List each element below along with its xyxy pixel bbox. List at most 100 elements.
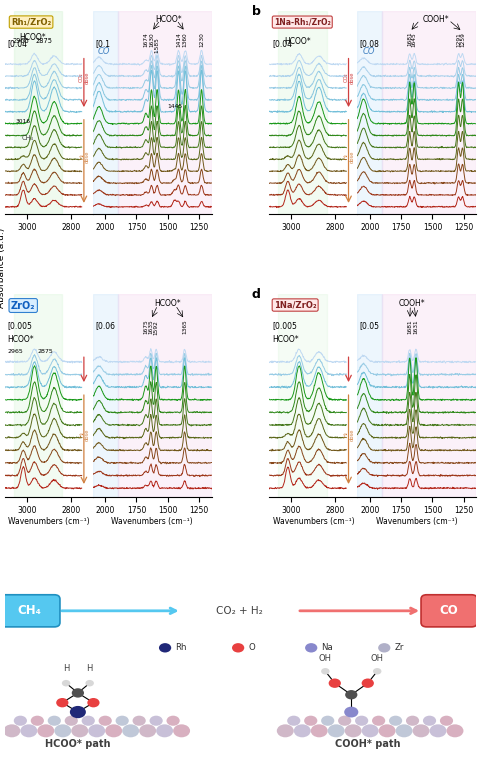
Circle shape [422, 715, 435, 725]
Text: H₂
dose: H₂ dose [343, 150, 354, 163]
Text: HCOO*: HCOO* [7, 335, 34, 344]
Text: CH₄: CH₄ [22, 135, 34, 141]
Text: 1Na/ZrO₂: 1Na/ZrO₂ [273, 300, 316, 309]
Text: HCOO*: HCOO* [20, 33, 46, 41]
Circle shape [377, 643, 390, 653]
Text: 10 min: 10 min [93, 445, 113, 450]
Text: [0.005: [0.005 [7, 321, 32, 329]
Text: [0.1: [0.1 [95, 39, 110, 47]
Text: Absorbance (a.u.): Absorbance (a.u.) [0, 228, 6, 308]
Text: 30 min: 30 min [93, 201, 113, 207]
Circle shape [132, 715, 145, 725]
Text: 15 min: 15 min [93, 457, 113, 463]
Text: CO₂ dose: CO₂ dose [93, 355, 120, 361]
Text: [0.04: [0.04 [7, 39, 27, 47]
Text: OH: OH [318, 654, 331, 663]
Text: Na: Na [321, 643, 333, 653]
Text: 7 min: 7 min [93, 154, 109, 159]
Text: 3 min: 3 min [357, 407, 373, 412]
Text: 1360: 1360 [182, 32, 187, 47]
FancyBboxPatch shape [420, 594, 476, 627]
Text: COOH*: COOH* [398, 299, 425, 308]
Bar [118, 294, 211, 496]
Text: 2965: 2965 [12, 38, 29, 44]
Text: H: H [63, 664, 69, 673]
Text: COOH* path: COOH* path [335, 739, 400, 749]
Bar [357, 294, 382, 496]
Circle shape [439, 715, 452, 725]
Circle shape [354, 715, 368, 725]
Text: CO: CO [361, 47, 374, 56]
Circle shape [388, 715, 401, 725]
Bar [93, 11, 118, 214]
Text: 1681: 1681 [407, 32, 411, 47]
Circle shape [337, 715, 350, 725]
Text: 1414: 1414 [176, 32, 180, 47]
Bar [13, 294, 62, 496]
Circle shape [71, 725, 88, 738]
Circle shape [344, 707, 358, 718]
Text: Rh: Rh [175, 643, 187, 653]
Text: 1631: 1631 [413, 319, 418, 334]
Circle shape [85, 680, 94, 686]
Bar [357, 11, 382, 214]
Text: 20 min: 20 min [93, 94, 113, 99]
Circle shape [70, 706, 86, 719]
Text: 2965: 2965 [7, 349, 23, 354]
Text: 1681: 1681 [407, 319, 411, 334]
Circle shape [405, 715, 418, 725]
Text: 1 min: 1 min [93, 394, 109, 400]
Text: 1675: 1675 [143, 319, 148, 335]
Text: 15 min: 15 min [357, 457, 377, 463]
Text: C: C [348, 690, 353, 699]
Bar [277, 11, 326, 214]
Circle shape [378, 725, 395, 738]
Text: 30 min: 30 min [357, 483, 377, 488]
Text: 10 min: 10 min [93, 166, 113, 171]
Circle shape [54, 725, 71, 738]
Text: 10 min: 10 min [357, 82, 377, 87]
Text: 5 min: 5 min [93, 70, 109, 75]
Text: 7 min: 7 min [357, 154, 373, 159]
Text: 1645: 1645 [411, 32, 416, 47]
Text: 15 min: 15 min [357, 178, 377, 183]
Text: H: H [86, 664, 93, 673]
Text: 20 min: 20 min [357, 94, 377, 99]
Text: 5 min: 5 min [93, 420, 109, 424]
Circle shape [20, 725, 37, 738]
Circle shape [321, 715, 334, 725]
X-axis label: Wavenumbers (cm⁻¹): Wavenumbers (cm⁻¹) [8, 517, 89, 525]
Circle shape [31, 715, 44, 725]
Text: HCOO*: HCOO* [272, 335, 298, 344]
Circle shape [156, 725, 173, 738]
Text: 5 min: 5 min [93, 142, 109, 147]
Circle shape [56, 698, 68, 707]
Circle shape [105, 725, 122, 738]
Text: [0.06: [0.06 [95, 321, 115, 329]
Circle shape [82, 715, 95, 725]
FancyBboxPatch shape [0, 594, 60, 627]
Circle shape [231, 643, 244, 653]
Text: 1365: 1365 [182, 319, 187, 335]
Text: [0.05: [0.05 [359, 321, 379, 329]
Text: Ar purge: Ar purge [357, 368, 383, 373]
Text: 3 min: 3 min [93, 407, 109, 412]
Circle shape [88, 725, 105, 738]
Text: 30 min: 30 min [357, 201, 377, 207]
Text: 5 min: 5 min [357, 420, 373, 424]
Text: 1674: 1674 [143, 32, 148, 47]
Text: CO: CO [97, 47, 110, 56]
Text: CO₂
dose: CO₂ dose [343, 71, 354, 83]
Text: 20 min: 20 min [93, 470, 113, 475]
Text: C: C [75, 679, 80, 688]
Circle shape [429, 725, 445, 738]
Circle shape [293, 725, 310, 738]
Text: Ar purge: Ar purge [93, 106, 119, 111]
Text: 1592: 1592 [154, 319, 158, 335]
Circle shape [310, 725, 327, 738]
Text: H₂
dose: H₂ dose [343, 428, 354, 440]
Circle shape [173, 725, 190, 738]
Circle shape [344, 725, 361, 738]
Text: CO₂ dose: CO₂ dose [357, 355, 384, 361]
Text: Ar purge: Ar purge [357, 106, 383, 111]
